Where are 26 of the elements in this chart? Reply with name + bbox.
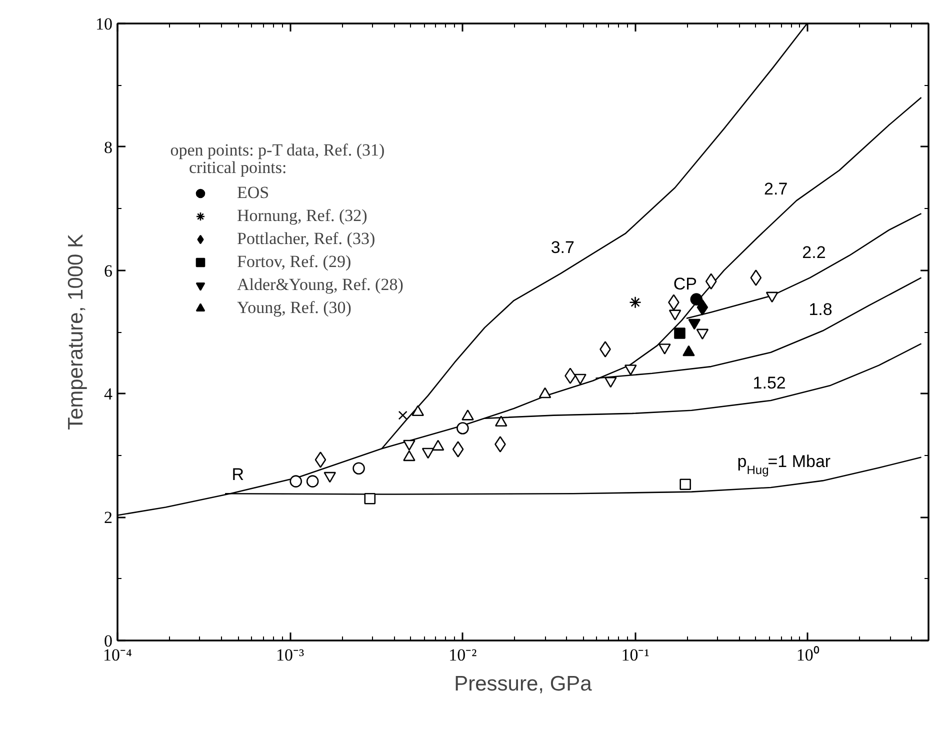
x-axis-title: Pressure, GPa — [454, 672, 592, 696]
annotation: 1.8 — [808, 300, 832, 319]
legend-label: Hornung, Ref. (32) — [237, 206, 368, 226]
legend-label: Young, Ref. (30) — [237, 298, 352, 318]
x-tick-label: 10⁻² — [448, 646, 477, 664]
legend-label: Fortov, Ref. (29) — [237, 252, 352, 272]
y-tick-label: 8 — [104, 138, 112, 157]
annotation: 2.2 — [802, 243, 826, 262]
annotation: 3.7 — [550, 238, 574, 258]
annotation: 2.7 — [764, 180, 788, 199]
y-tick-label: 10 — [96, 14, 112, 34]
y-tick-label: 4 — [104, 384, 113, 404]
legend-label: Pottlacher, Ref. (33) — [237, 229, 376, 249]
y-axis-title: Temperature, 1000 K — [64, 234, 88, 430]
legend-label: Alder&Young, Ref. (28) — [237, 275, 404, 295]
annotation: CP — [673, 274, 698, 294]
annotation: 1.52 — [752, 373, 786, 392]
x-tick-label: 10⁰ — [796, 646, 820, 664]
y-tick-label: 6 — [104, 261, 112, 280]
annotation: open points: p-T data, Ref. (31) — [170, 140, 385, 160]
x-tick-label: 10⁻³ — [276, 646, 304, 664]
legend-title: critical points: — [189, 158, 288, 178]
annotation: R — [232, 464, 244, 484]
y-tick-label: 2 — [104, 508, 112, 528]
x-tick-label: 10⁻¹ — [621, 646, 650, 664]
legend-label: EOS — [237, 183, 270, 203]
